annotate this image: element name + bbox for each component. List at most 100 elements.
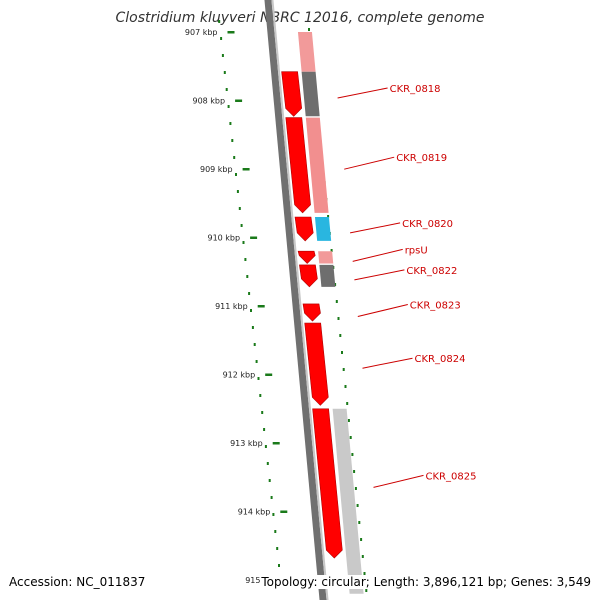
- tick-label: 914 kbp: [238, 508, 271, 517]
- ring-dot: [347, 419, 350, 422]
- ring-dot: [308, 28, 310, 31]
- tick-label: 907 kbp: [185, 28, 218, 37]
- ring-dot: [360, 538, 363, 541]
- label-leader: [362, 357, 413, 369]
- ring-dot: [250, 309, 252, 312]
- gene-label: CKR_0822: [406, 266, 457, 277]
- label-leader: [352, 248, 403, 262]
- ring-dot: [349, 436, 352, 439]
- gene-arrow[interactable]: [281, 71, 303, 117]
- gene-arrow[interactable]: [285, 117, 311, 214]
- genome-summary-text: Topology: circular; Length: 3,896,121 bp…: [261, 575, 591, 589]
- feature-band: [305, 117, 329, 213]
- tick-label: 909 kbp: [200, 165, 233, 174]
- map-title: Clostridium kluyveri NBRC 12016, complet…: [115, 10, 485, 26]
- backbone-highlight: [271, 0, 329, 600]
- feature-band: [319, 264, 336, 287]
- gene-arrow[interactable]: [302, 303, 321, 322]
- gene-labels: CKR_0818 CKR_0819 CKR_0820 rpsU CKR_0822 CKR_…: [337, 84, 476, 488]
- accession-text: Accession: NC_011837: [9, 575, 146, 589]
- tick-mark: [242, 168, 250, 171]
- ring-dot: [335, 300, 338, 303]
- gene-track: [281, 71, 343, 559]
- label-leader: [373, 474, 424, 488]
- tick-mark: [272, 442, 280, 445]
- label-leader: [357, 304, 408, 317]
- label-leader: [354, 269, 405, 281]
- tick-mark: [280, 510, 288, 513]
- ring-dot: [339, 334, 342, 337]
- label-leader: [350, 222, 401, 234]
- genome-backbone: [264, 0, 329, 600]
- ring-dot: [235, 173, 237, 176]
- ring-dot: [259, 394, 262, 397]
- ring-dot: [266, 462, 269, 465]
- feature-band: [318, 251, 334, 264]
- ring-dot: [337, 317, 340, 320]
- gene-label: CKR_0819: [396, 153, 447, 164]
- ring-dot: [261, 411, 264, 414]
- ring-dot: [274, 530, 277, 533]
- ring-dot: [238, 207, 241, 210]
- ring-dot: [363, 572, 366, 575]
- ring-dot: [231, 139, 234, 142]
- label-leader: [344, 156, 395, 170]
- ring-dot: [361, 555, 364, 558]
- ring-dot: [354, 487, 357, 490]
- ring-dot: [251, 326, 254, 329]
- ring-dot: [236, 190, 239, 193]
- gene-label: CKR_0823: [410, 301, 461, 312]
- tick-mark: [250, 236, 258, 239]
- gene-arrow[interactable]: [299, 264, 318, 288]
- ring-dot: [233, 156, 236, 159]
- gene-arrow[interactable]: [297, 250, 316, 264]
- gene-label: CKR_0824: [415, 354, 466, 365]
- ring-dot: [257, 377, 260, 380]
- ring-dot: [240, 224, 243, 227]
- ring-dot: [246, 275, 249, 278]
- ring-dot: [330, 249, 333, 252]
- ring-dot: [227, 105, 230, 108]
- ring-dot: [248, 292, 251, 295]
- ring-dot: [255, 360, 258, 363]
- gene-label: CKR_0820: [402, 219, 453, 230]
- tick-mark: [265, 373, 273, 376]
- ring-dot: [351, 453, 354, 456]
- feature-shading: [297, 32, 364, 594]
- ring-dot: [223, 71, 226, 74]
- ring-dot: [327, 215, 330, 218]
- ring-dot: [276, 547, 279, 550]
- ring-dot: [346, 402, 349, 405]
- ring-dot: [365, 589, 368, 592]
- tick-label: 911 kbp: [215, 302, 248, 311]
- gene-arrow[interactable]: [294, 216, 314, 242]
- tick-label: 910 kbp: [207, 234, 240, 243]
- gene-label: CKR_0818: [390, 84, 441, 95]
- ring-dot: [253, 343, 256, 346]
- tick-label: 908 kbp: [192, 97, 225, 106]
- ring-dot: [225, 88, 228, 91]
- ring-dot: [341, 351, 343, 354]
- tick-mark: [235, 99, 243, 102]
- ring-dot: [220, 37, 223, 40]
- ring-dot: [342, 368, 345, 371]
- ring-dot: [229, 122, 232, 125]
- tick-mark: [257, 305, 265, 308]
- feature-band: [297, 32, 316, 72]
- feature-band: [314, 216, 332, 241]
- tick-label: 913 kbp: [230, 439, 263, 448]
- ring-dot: [272, 513, 275, 516]
- ring-dot: [356, 504, 359, 507]
- ring-dot: [263, 428, 266, 431]
- gene-arrow[interactable]: [304, 322, 329, 406]
- gene-arrow[interactable]: [312, 408, 343, 559]
- ring-dot: [264, 445, 267, 448]
- feature-band: [332, 408, 364, 594]
- label-leader: [337, 87, 388, 99]
- ring-dot: [268, 479, 271, 482]
- ring-dot: [221, 54, 224, 57]
- ring-dot: [270, 496, 273, 499]
- ring-dot: [278, 564, 280, 567]
- ring-dot: [242, 241, 245, 244]
- ring-dot: [353, 470, 356, 473]
